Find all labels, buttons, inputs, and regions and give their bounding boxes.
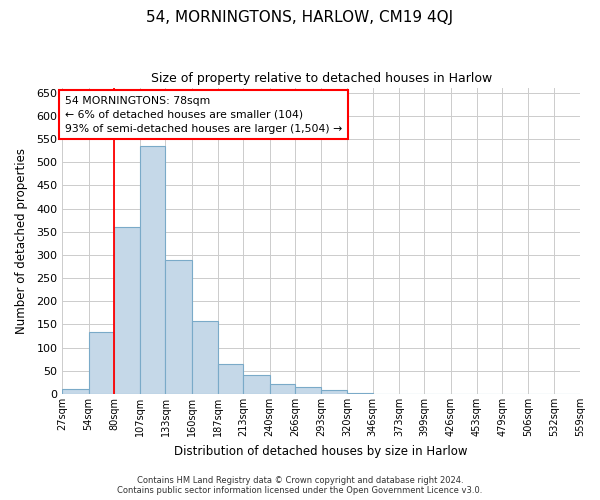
Bar — [244, 376, 269, 394]
Bar — [62, 390, 89, 394]
X-axis label: Distribution of detached houses by size in Harlow: Distribution of detached houses by size … — [175, 444, 468, 458]
Text: Contains HM Land Registry data © Crown copyright and database right 2024.
Contai: Contains HM Land Registry data © Crown c… — [118, 476, 482, 495]
Bar — [295, 387, 321, 394]
Bar — [269, 384, 295, 394]
Title: Size of property relative to detached houses in Harlow: Size of property relative to detached ho… — [151, 72, 492, 86]
Text: 54 MORNINGTONS: 78sqm
← 6% of detached houses are smaller (104)
93% of semi-deta: 54 MORNINGTONS: 78sqm ← 6% of detached h… — [65, 96, 342, 134]
Bar — [140, 146, 166, 394]
Bar — [347, 393, 373, 394]
Y-axis label: Number of detached properties: Number of detached properties — [15, 148, 28, 334]
Bar — [166, 260, 192, 394]
Bar — [321, 390, 347, 394]
Bar — [89, 332, 114, 394]
Bar — [192, 321, 218, 394]
Bar — [114, 227, 140, 394]
Text: 54, MORNINGTONS, HARLOW, CM19 4QJ: 54, MORNINGTONS, HARLOW, CM19 4QJ — [146, 10, 454, 25]
Bar — [218, 364, 244, 394]
